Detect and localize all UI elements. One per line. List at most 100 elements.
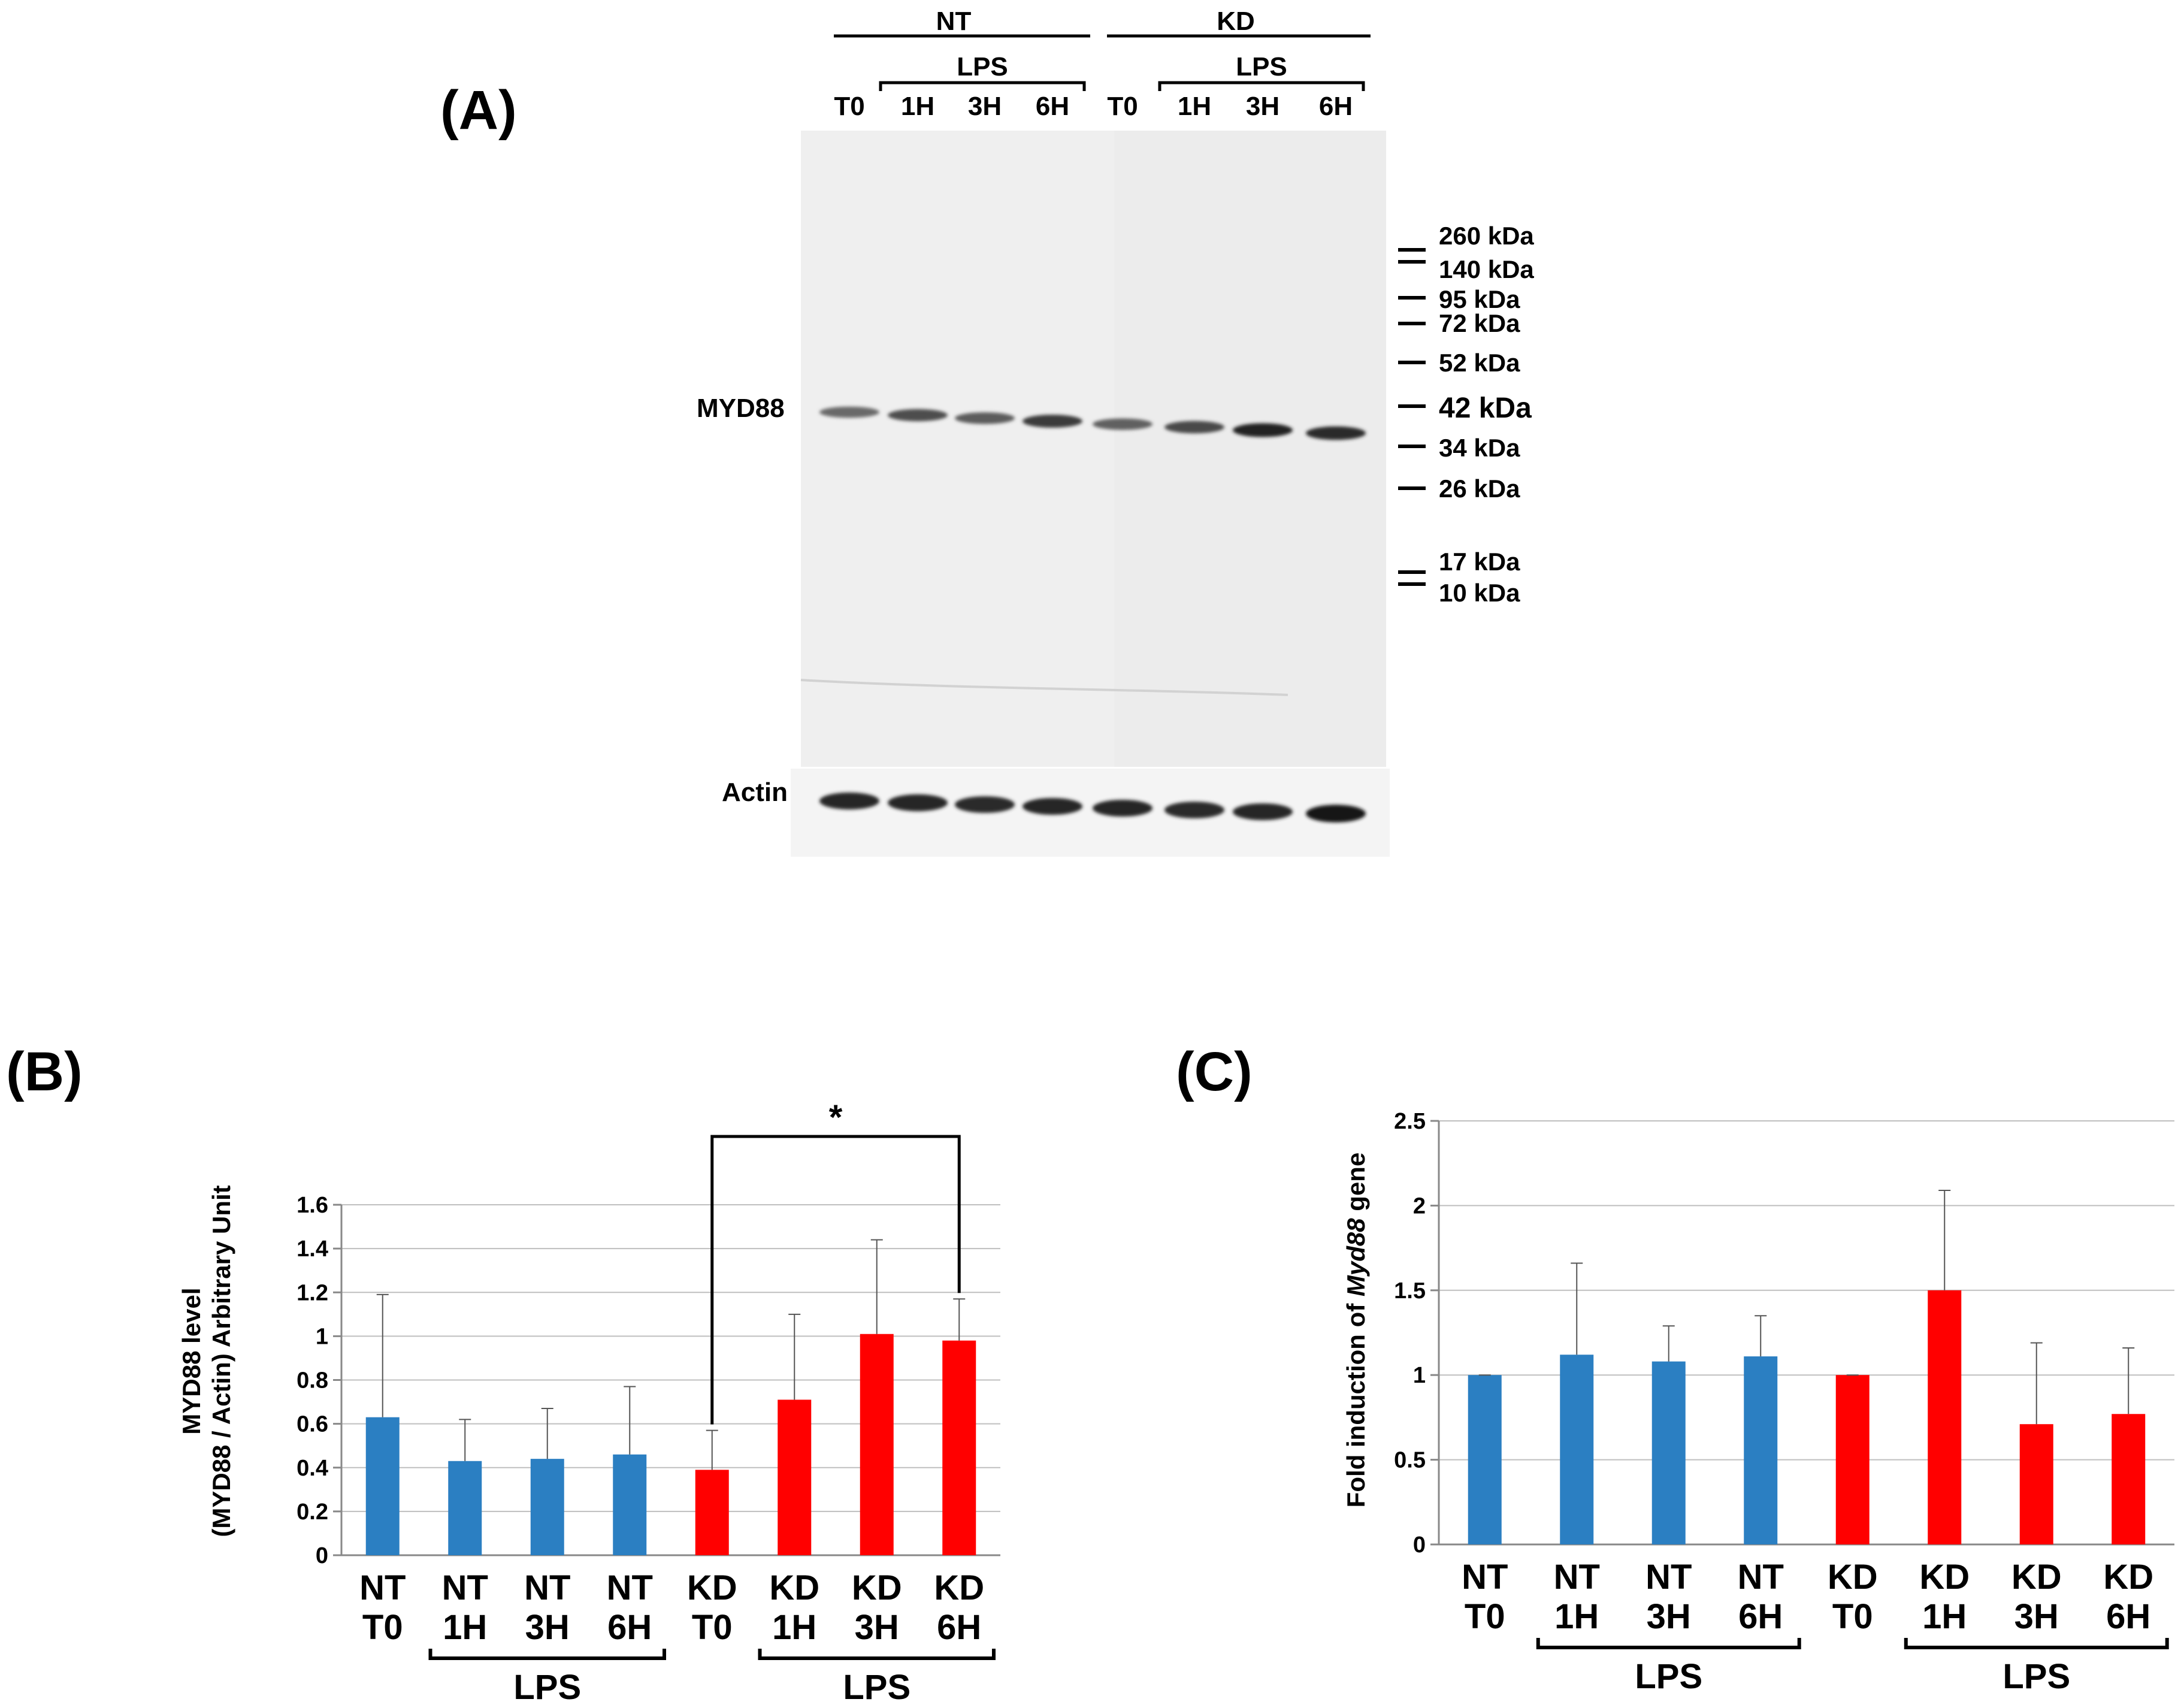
- actin-blot-membrane: [791, 769, 1390, 857]
- marker-label: 34 kDa: [1439, 434, 1520, 462]
- bar: [1835, 1375, 1870, 1544]
- x-tick-label: NT: [524, 1568, 570, 1607]
- lane-label: 1H: [901, 92, 934, 121]
- bar: [1744, 1356, 1778, 1544]
- x-tick-label: 6H: [1738, 1597, 1783, 1636]
- actin-band: [1023, 797, 1082, 815]
- myd88-band: [888, 409, 948, 422]
- myd88-band: [1164, 421, 1224, 434]
- chart-c: Fold induction of Myd88 gene 0 0.5 1 1.5 2 2.…: [1342, 1109, 2174, 1696]
- x-tick-label: T0: [1465, 1597, 1505, 1636]
- x-tick-label: KD: [2011, 1558, 2062, 1597]
- significance-marker: *: [829, 1098, 843, 1137]
- kd-lps-label: LPS: [1236, 52, 1287, 81]
- x-tick-label: 1H: [772, 1608, 816, 1647]
- x-tick-label: 3H: [525, 1608, 570, 1647]
- lane-label: 3H: [968, 92, 1002, 121]
- panel-c-label: (C): [1176, 1041, 1253, 1102]
- chart-b: MYD88 level (MYD88 / Actin) Arbitrary Un…: [177, 1098, 1000, 1705]
- myd88-bands: [819, 406, 1366, 440]
- bar: [1928, 1290, 1962, 1544]
- bar: [365, 1417, 400, 1555]
- y-tick-label: 1: [316, 1324, 328, 1349]
- myd88-band: [1306, 426, 1366, 440]
- x-tick-label: NT: [1645, 1558, 1692, 1597]
- y-tick-label: 1.6: [297, 1193, 328, 1218]
- panel-b-label: (B): [6, 1041, 83, 1102]
- bar: [778, 1399, 812, 1555]
- chart-b-ylabel-line2: (MYD88 / Actin) Arbitrary Unit: [207, 1185, 235, 1537]
- lane-label: 6H: [1036, 92, 1069, 121]
- lps-bracket-label: LPS: [843, 1668, 910, 1705]
- x-tick-label: KD: [852, 1568, 902, 1607]
- bar: [2112, 1414, 2146, 1544]
- lps-bracket: [1536, 1638, 1801, 1649]
- bar: [695, 1470, 729, 1555]
- chart-c-ylabel: Fold induction of Myd88 gene: [1342, 1153, 1370, 1508]
- actin-band: [1306, 805, 1366, 823]
- lps-bracket-label: LPS: [513, 1668, 581, 1705]
- actin-band: [888, 794, 948, 812]
- y-tick-label: 2.5: [1394, 1109, 1426, 1134]
- x-tick-label: 3H: [2014, 1597, 2059, 1636]
- x-tick-label: KD: [769, 1568, 819, 1607]
- x-tick-label: NT: [1738, 1558, 1784, 1597]
- bar: [1560, 1355, 1594, 1544]
- actin-band: [1093, 799, 1153, 817]
- bar: [860, 1334, 894, 1555]
- x-tick-label: 1H: [1554, 1597, 1599, 1636]
- bar: [1468, 1375, 1502, 1544]
- lane-label: T0: [1107, 92, 1138, 121]
- y-tick-label: 0: [316, 1543, 328, 1568]
- marker-label: 42 kDa: [1439, 392, 1532, 424]
- x-tick-label: KD: [1828, 1558, 1878, 1597]
- x-tick-label: NT: [1554, 1558, 1600, 1597]
- x-tick-label: 6H: [2106, 1597, 2150, 1636]
- myd88-band: [819, 406, 879, 418]
- bar: [1651, 1361, 1686, 1544]
- lps-bracket-label: LPS: [1635, 1657, 1702, 1696]
- y-tick-label: 1.2: [297, 1280, 328, 1305]
- bar: [942, 1340, 976, 1555]
- bar: [2019, 1424, 2053, 1544]
- myd88-band: [1023, 415, 1082, 428]
- lps-bracket: [428, 1649, 666, 1660]
- lps-bracket: [1904, 1638, 2169, 1649]
- y-tick-label: 1: [1413, 1363, 1426, 1388]
- x-tick-label: T0: [362, 1608, 403, 1647]
- x-tick-label: 6H: [607, 1608, 652, 1647]
- nt-lps-bracket: [879, 81, 1086, 91]
- lane-label: 3H: [1246, 92, 1279, 121]
- x-tick-label: NT: [607, 1568, 653, 1607]
- x-tick-label: 3H: [1647, 1597, 1691, 1636]
- y-tick-label: 0.8: [297, 1368, 328, 1393]
- y-tick-label: 0: [1413, 1532, 1426, 1558]
- myd88-band: [1233, 423, 1293, 437]
- marker-label: 140 kDa: [1439, 255, 1534, 283]
- chart-c-ylabel-suffix: gene: [1342, 1153, 1370, 1219]
- lps-bracket: [758, 1649, 996, 1660]
- x-tick-label: 3H: [855, 1608, 899, 1647]
- chart-c-ylabel-gene: Myd88: [1342, 1218, 1370, 1296]
- x-tick-label: NT: [359, 1568, 406, 1607]
- y-tick-label: 0.2: [297, 1500, 328, 1525]
- kd-lps-bracket: [1158, 81, 1365, 91]
- significance-bracket: [710, 1135, 961, 1425]
- chart-b-ylabel-line1: MYD88 level: [177, 1287, 205, 1434]
- lane-label: T0: [834, 92, 864, 121]
- actin-band: [819, 792, 879, 810]
- actin-band: [1233, 803, 1293, 821]
- x-tick-label: 1H: [443, 1608, 487, 1647]
- y-tick-label: 2: [1413, 1193, 1426, 1219]
- y-tick-label: 0.6: [297, 1412, 328, 1437]
- actin-band: [1164, 802, 1224, 818]
- actin-band-label: Actin: [722, 778, 788, 807]
- panel-a-label: (A): [440, 80, 517, 141]
- x-tick-label: 1H: [1922, 1597, 1967, 1636]
- marker-label: 260 kDa: [1439, 222, 1534, 250]
- x-tick-label: T0: [1832, 1597, 1873, 1636]
- marker-label: 10 kDa: [1439, 579, 1520, 607]
- y-tick-label: 1.4: [297, 1237, 328, 1262]
- x-tick-label: KD: [2103, 1558, 2153, 1597]
